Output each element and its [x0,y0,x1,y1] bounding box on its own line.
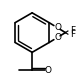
Text: F: F [70,30,75,39]
Text: O: O [44,66,51,75]
Text: F: F [70,26,75,35]
Text: O: O [54,33,61,42]
Text: O: O [54,23,61,32]
